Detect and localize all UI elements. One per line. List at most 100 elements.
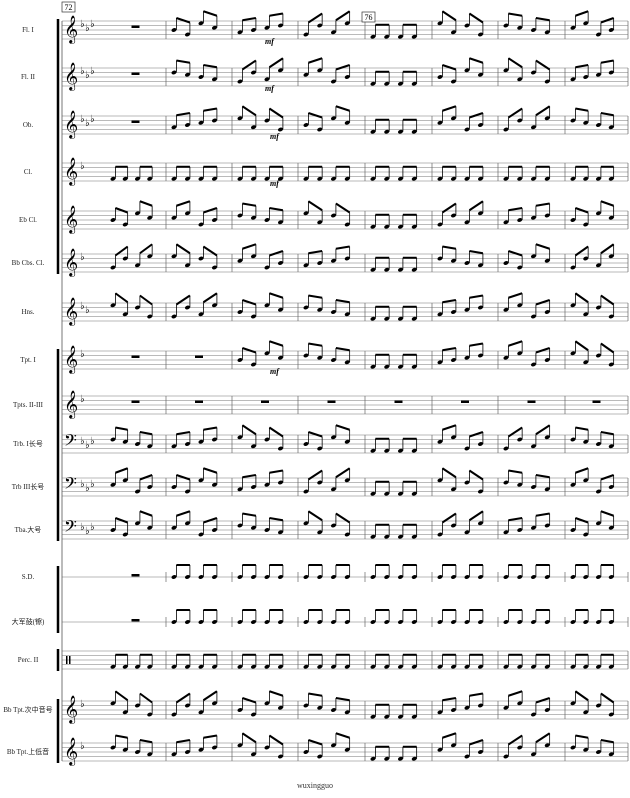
beam [175, 692, 191, 704]
note-head [583, 478, 589, 483]
note-head [530, 314, 537, 319]
note-head [211, 528, 218, 532]
note-head [211, 303, 218, 308]
note-head [250, 215, 257, 220]
whole-rest [131, 72, 140, 75]
note-head [450, 575, 457, 579]
note-head [503, 261, 509, 265]
note-head [198, 478, 204, 483]
beam [241, 59, 257, 71]
bass-clef-icon: 𝄢 [64, 473, 77, 497]
note-head [397, 364, 404, 369]
note-head [277, 705, 284, 710]
note-head [250, 444, 257, 449]
note-head [464, 754, 470, 759]
note-head [330, 176, 337, 181]
instrument-label: Bb Tpt.次中音号 [3, 706, 53, 714]
note-head [184, 442, 191, 446]
note-head [237, 435, 243, 440]
note-head [411, 714, 417, 719]
note-head [595, 176, 602, 181]
note-head [570, 437, 576, 442]
note-head [198, 21, 204, 26]
note-head [570, 351, 576, 356]
note-head [384, 81, 390, 86]
note-head [464, 620, 470, 624]
note-head [384, 714, 390, 719]
note-head [184, 123, 191, 127]
beam [175, 294, 191, 306]
note-head [544, 743, 550, 748]
note-head [583, 75, 589, 79]
note-head [134, 263, 141, 268]
note-head [570, 745, 576, 750]
beam [600, 431, 614, 436]
note-head [411, 267, 417, 272]
beam [335, 347, 350, 352]
beam [176, 17, 191, 24]
flat-icon: ♭ [90, 66, 95, 77]
note-head [595, 263, 602, 268]
rehearsal-mark: 76 [365, 13, 373, 22]
note-head [411, 81, 417, 86]
instrument-label: Trb. I长号 [13, 440, 43, 448]
note-head [264, 303, 270, 308]
note-head [517, 620, 523, 624]
note-head [370, 575, 376, 579]
beam [468, 469, 484, 481]
beam [176, 739, 191, 744]
note-head [595, 72, 602, 77]
treble-clef-icon: 𝄞 [64, 205, 78, 234]
note-head [184, 750, 191, 754]
note-head [503, 705, 509, 710]
note-head [110, 528, 116, 532]
beam [114, 245, 129, 257]
note-head [411, 34, 417, 39]
note-head [171, 215, 177, 220]
note-head [608, 70, 614, 75]
note-head [147, 254, 153, 259]
note-head [370, 448, 376, 453]
note-head [344, 575, 350, 579]
note-head [250, 485, 257, 489]
note-head [530, 125, 537, 130]
note-head [570, 664, 576, 669]
percussion-clef-icon [66, 656, 68, 664]
note-head [517, 176, 523, 181]
note-head [477, 664, 484, 669]
beam [508, 207, 523, 212]
note-head [437, 664, 443, 669]
beam [508, 250, 523, 257]
beam [307, 469, 323, 481]
note-head [530, 254, 537, 259]
percussion-clef-icon [69, 656, 71, 664]
note-head [237, 310, 243, 314]
beam [242, 202, 257, 207]
whole-rest [527, 400, 536, 403]
note-head [608, 176, 614, 181]
beam [600, 17, 614, 24]
note-head [544, 176, 550, 181]
beam [335, 105, 350, 112]
note-head [450, 620, 457, 624]
note-head [303, 620, 309, 624]
dynamic-marking: mf [270, 179, 280, 188]
note-head [450, 435, 457, 440]
beam [600, 342, 615, 354]
beam [442, 105, 457, 112]
note-head [110, 303, 116, 308]
note-head [450, 664, 457, 669]
note-head [397, 534, 404, 539]
flat-icon: ♭ [80, 349, 85, 360]
note-head [344, 21, 350, 26]
note-head [277, 480, 284, 485]
whole-rest [131, 619, 140, 622]
treble-clef-icon: 𝄞 [64, 248, 78, 277]
note-head [370, 316, 376, 321]
beam [335, 202, 351, 214]
beam [508, 469, 523, 474]
note-head [171, 176, 177, 181]
beam [335, 467, 351, 479]
note-head [517, 482, 523, 487]
note-head [517, 528, 523, 532]
